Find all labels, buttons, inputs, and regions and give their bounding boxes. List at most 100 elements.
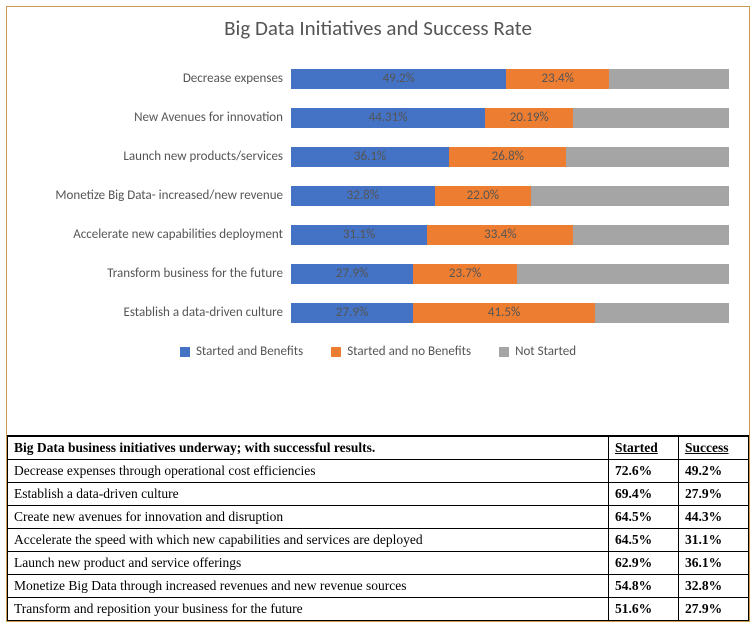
bar-seg-started-no-benefits: 33.4% xyxy=(427,225,573,245)
bar-value-a: 27.9% xyxy=(336,305,368,320)
table-row: Monetize Big Data through increased reve… xyxy=(8,575,749,598)
data-table: Big Data business initiatives underway; … xyxy=(7,436,749,621)
table-cell-name: Launch new product and service offerings xyxy=(8,552,609,575)
bar-seg-started-no-benefits: 26.8% xyxy=(449,147,566,167)
report-frame: Big Data Initiatives and Success Rate De… xyxy=(6,6,750,622)
bar-seg-started-no-benefits: 22.0% xyxy=(435,186,531,206)
bar-track: 32.8% 22.0% xyxy=(291,186,729,206)
legend-item: Started and no Benefits xyxy=(331,344,471,359)
table-cell-success: 27.9% xyxy=(679,483,749,506)
bar-track: 27.9% 23.7% xyxy=(291,264,729,284)
bar-value-a: 31.1% xyxy=(343,227,375,242)
bar-track: 49.2% 23.4% xyxy=(291,69,729,89)
bar-seg-not-started xyxy=(609,69,729,89)
table-header-row: Big Data business initiatives underway; … xyxy=(8,437,749,460)
table-cell-started: 69.4% xyxy=(609,483,679,506)
bar-seg-started-no-benefits: 41.5% xyxy=(413,303,595,323)
bar-label: New Avenues for innovation xyxy=(21,110,291,125)
table-cell-started: 64.5% xyxy=(609,529,679,552)
bar-seg-started-no-benefits: 23.7% xyxy=(413,264,517,284)
table-cell-name: Create new avenues for innovation and di… xyxy=(8,506,609,529)
bar-value-b: 22.0% xyxy=(467,188,499,203)
table-cell-started: 64.5% xyxy=(609,506,679,529)
legend-swatch xyxy=(180,347,190,357)
table-cell-started: 62.9% xyxy=(609,552,679,575)
table-row: Accelerate the speed with which new capa… xyxy=(8,529,749,552)
legend-label: Started and no Benefits xyxy=(347,344,471,359)
bar-seg-started-benefits: 44.31% xyxy=(291,108,485,128)
bar-seg-not-started xyxy=(517,264,729,284)
bar-track: 44.31% 20.19% xyxy=(291,108,729,128)
bar-label: Launch new products/services xyxy=(21,149,291,164)
bar-row: Transform business for the future 27.9% 23… xyxy=(21,254,729,293)
bar-value-b: 26.8% xyxy=(492,149,524,164)
bar-label: Establish a data-driven culture xyxy=(21,305,291,320)
bar-seg-started-benefits: 27.9% xyxy=(291,303,413,323)
bar-value-b: 20.19% xyxy=(510,110,549,125)
bars-container: Decrease expenses 49.2% 23.4% New Avenues f… xyxy=(17,59,739,332)
table-row: Establish a data-driven culture69.4%27.9… xyxy=(8,483,749,506)
bar-seg-started-benefits: 36.1% xyxy=(291,147,449,167)
bar-seg-started-benefits: 31.1% xyxy=(291,225,427,245)
legend-item: Not Started xyxy=(499,344,576,359)
table-row: Transform and reposition your business f… xyxy=(8,598,749,621)
table-cell-name: Establish a data-driven culture xyxy=(8,483,609,506)
bar-label: Accelerate new capabilities deployment xyxy=(21,227,291,242)
bar-seg-not-started xyxy=(595,303,729,323)
bar-seg-started-benefits: 32.8% xyxy=(291,186,435,206)
table-cell-success: 44.3% xyxy=(679,506,749,529)
table-cell-success: 36.1% xyxy=(679,552,749,575)
chart-legend: Started and Benefits Started and no Benef… xyxy=(17,344,739,359)
table-header-success: Success xyxy=(679,437,749,460)
table-row: Launch new product and service offerings… xyxy=(8,552,749,575)
table-cell-name: Monetize Big Data through increased reve… xyxy=(8,575,609,598)
table-cell-success: 31.1% xyxy=(679,529,749,552)
data-table-panel: Big Data business initiatives underway; … xyxy=(7,435,749,621)
bar-value-a: 44.31% xyxy=(369,110,408,125)
bar-row: Accelerate new capabilities deployment31… xyxy=(21,215,729,254)
legend-swatch xyxy=(331,347,341,357)
bar-row: New Avenues for innovation 44.31% 20.19% xyxy=(21,98,729,137)
chart-title: Big Data Initiatives and Success Rate xyxy=(17,15,739,41)
bar-seg-started-benefits: 27.9% xyxy=(291,264,413,284)
bar-value-a: 36.1% xyxy=(354,149,386,164)
table-cell-name: Transform and reposition your business f… xyxy=(8,598,609,621)
bar-seg-started-no-benefits: 23.4% xyxy=(506,69,608,89)
bar-value-b: 23.4% xyxy=(542,71,574,86)
table-row: Create new avenues for innovation and di… xyxy=(8,506,749,529)
bar-row: Decrease expenses 49.2% 23.4% xyxy=(21,59,729,98)
bar-label: Monetize Big Data- increased/new revenue xyxy=(21,188,291,203)
bar-seg-not-started xyxy=(531,186,729,206)
bar-label: Decrease expenses xyxy=(21,71,291,86)
bar-value-a: 27.9% xyxy=(336,266,368,281)
table-row: Decrease expenses through operational co… xyxy=(8,460,749,483)
bar-value-a: 49.2% xyxy=(383,71,415,86)
bar-row: Establish a data-driven culture 27.9% 41.5… xyxy=(21,293,729,332)
bar-label: Transform business for the future xyxy=(21,266,291,281)
legend-label: Started and Benefits xyxy=(196,344,303,359)
bar-value-b: 41.5% xyxy=(488,305,520,320)
legend-item: Started and Benefits xyxy=(180,344,303,359)
table-cell-started: 54.8% xyxy=(609,575,679,598)
bar-value-b: 33.4% xyxy=(484,227,516,242)
bar-value-a: 32.8% xyxy=(347,188,379,203)
table-cell-name: Accelerate the speed with which new capa… xyxy=(8,529,609,552)
bar-seg-not-started xyxy=(573,225,728,245)
table-header-started: Started xyxy=(609,437,679,460)
table-cell-success: 27.9% xyxy=(679,598,749,621)
bar-seg-not-started xyxy=(573,108,728,128)
bar-track: 36.1% 26.8% xyxy=(291,147,729,167)
bar-value-b: 23.7% xyxy=(449,266,481,281)
bar-seg-not-started xyxy=(566,147,728,167)
table-header-left: Big Data business initiatives underway; … xyxy=(8,437,609,460)
chart-panel: Big Data Initiatives and Success Rate De… xyxy=(7,7,749,435)
bar-track: 31.1% 33.4% xyxy=(291,225,729,245)
bar-seg-started-no-benefits: 20.19% xyxy=(485,108,573,128)
bar-track: 27.9% 41.5% xyxy=(291,303,729,323)
legend-label: Not Started xyxy=(515,344,576,359)
table-cell-started: 51.6% xyxy=(609,598,679,621)
bar-row: Monetize Big Data- increased/new revenue… xyxy=(21,176,729,215)
bar-row: Launch new products/services 36.1% 26.8% xyxy=(21,137,729,176)
legend-swatch xyxy=(499,347,509,357)
table-cell-name: Decrease expenses through operational co… xyxy=(8,460,609,483)
